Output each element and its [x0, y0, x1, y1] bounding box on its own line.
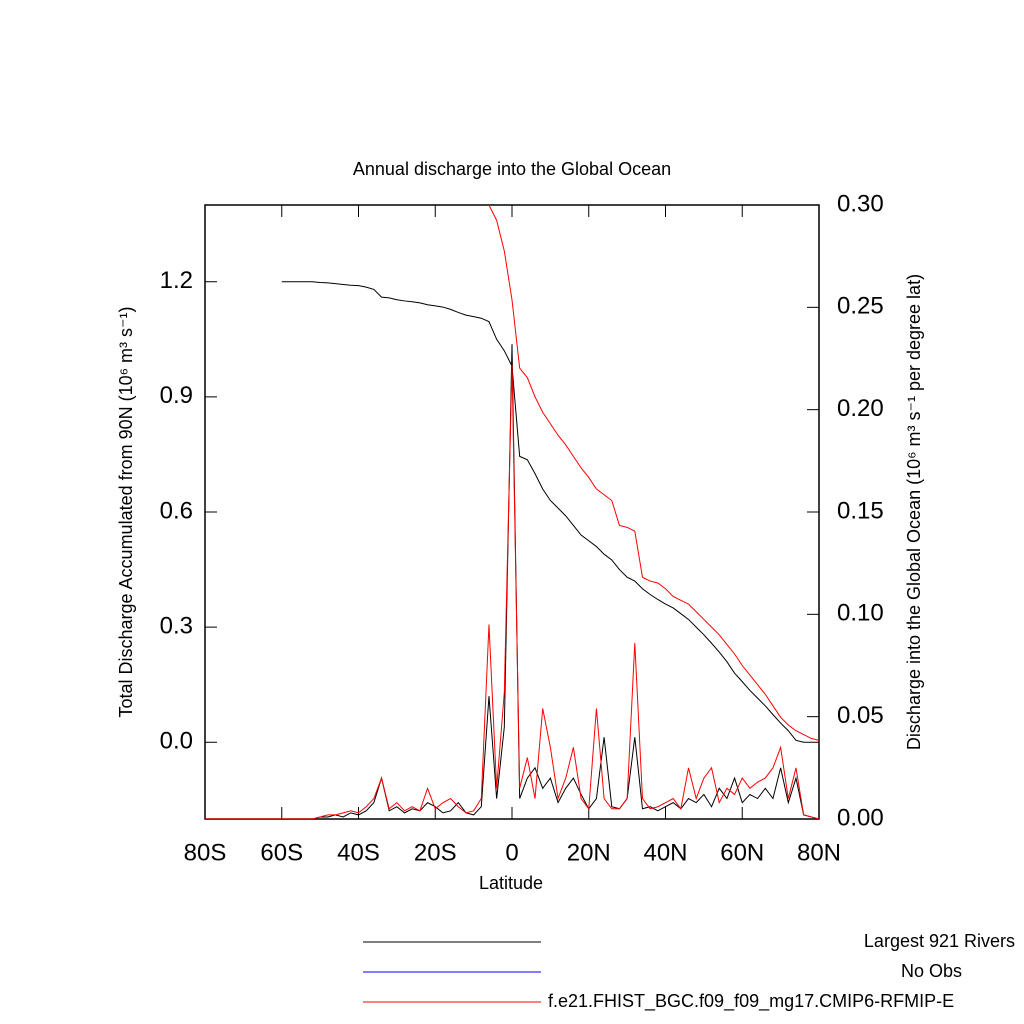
- x-axis-label: Latitude: [479, 873, 543, 893]
- x-tick-label: 60S: [260, 839, 303, 866]
- legend-label: Largest 921 Rivers: [864, 931, 1015, 951]
- x-tick-label: 0: [505, 839, 518, 866]
- y2-tick-label: 0.20: [837, 395, 884, 422]
- chart-title: Annual discharge into the Global Ocean: [353, 159, 671, 179]
- y-tick-label: 1.2: [160, 267, 193, 294]
- x-tick-label: 40S: [337, 839, 380, 866]
- data-line: [205, 364, 819, 819]
- y-tick-label: 0.6: [160, 497, 193, 524]
- y2-tick-label: 0.00: [837, 804, 884, 831]
- x-tick-label: 20S: [414, 839, 457, 866]
- y-tick-label: 0.9: [160, 382, 193, 409]
- y2-tick-label: 0.15: [837, 497, 884, 524]
- legend-label: No Obs: [901, 961, 962, 981]
- y2-axis-label: Discharge into the Global Ocean (10⁶ m³ …: [904, 274, 924, 750]
- data-line: [205, 344, 819, 819]
- x-tick-label: 60N: [720, 839, 764, 866]
- x-tick-label: 80S: [184, 839, 227, 866]
- y2-tick-label: 0.05: [837, 702, 884, 729]
- x-tick-label: 20N: [567, 839, 611, 866]
- data-line: [281, 281, 819, 743]
- y2-tick-label: 0.10: [837, 600, 884, 627]
- x-tick-label: 80N: [797, 839, 841, 866]
- y-axis-label: Total Discharge Accumulated from 90N (10…: [116, 306, 136, 717]
- y2-tick-label: 0.30: [837, 190, 884, 217]
- y-tick-label: 0.3: [160, 612, 193, 639]
- legend-label: f.e21.FHIST_BGC.f09_f09_mg17.CMIP6-RFMIP…: [548, 991, 954, 1012]
- x-tick-label: 40N: [643, 839, 687, 866]
- data-line: [488, 205, 819, 741]
- y2-tick-label: 0.25: [837, 293, 884, 320]
- y-tick-label: 0.0: [160, 728, 193, 755]
